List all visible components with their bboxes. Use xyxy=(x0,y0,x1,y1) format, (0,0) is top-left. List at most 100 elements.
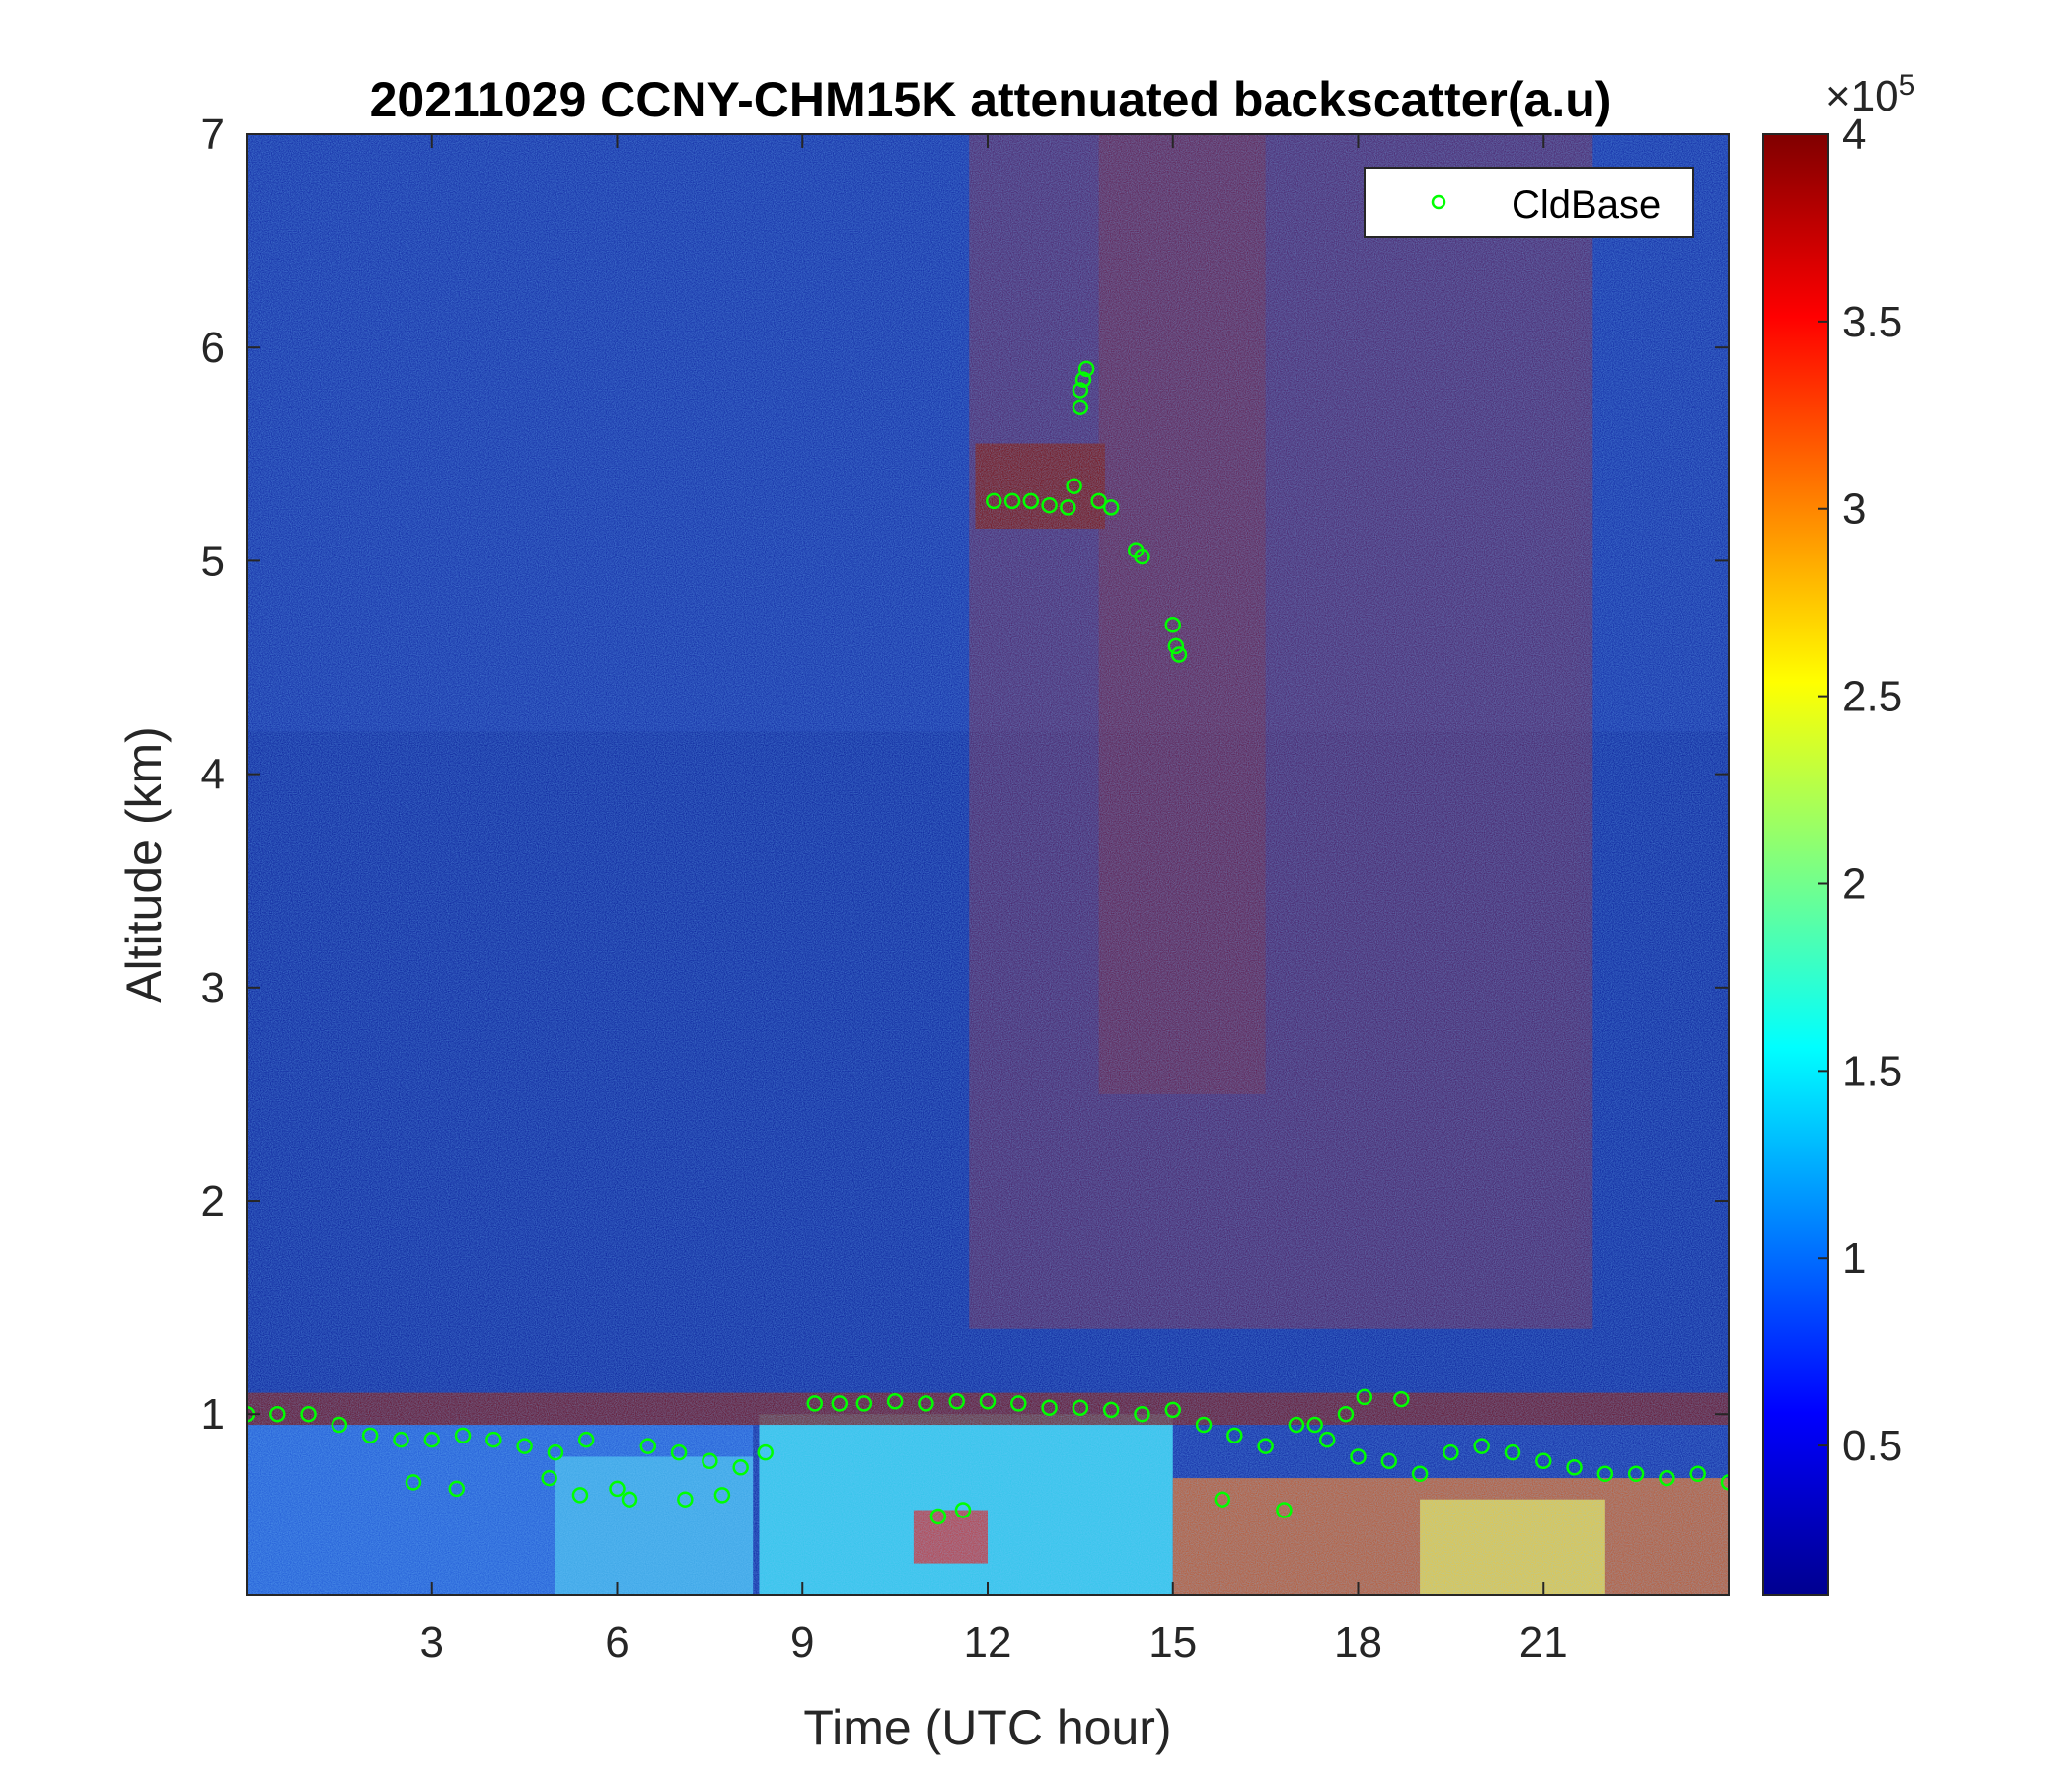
colorbar-ticks: 0.5 1 1.5 2 2.5 3 3.5 4 xyxy=(1818,111,1902,1470)
colorbar-tick-label: 4 xyxy=(1842,111,1866,159)
cldbase-point xyxy=(1566,1459,1583,1476)
cldbase-point xyxy=(1164,1401,1181,1419)
cldbase-point xyxy=(269,1405,286,1423)
y-tick-label: 6 xyxy=(201,324,225,372)
cldbase-point xyxy=(1689,1465,1706,1483)
cldbase-point xyxy=(757,1443,774,1461)
plot-area xyxy=(247,134,1729,1595)
cldbase-point xyxy=(1170,646,1188,663)
cldbase-point xyxy=(1350,1448,1367,1465)
legend-box xyxy=(1364,167,1694,238)
cldbase-point xyxy=(361,1427,379,1444)
cldbase-point xyxy=(541,1469,557,1487)
cldbase-point xyxy=(1226,1427,1243,1444)
cldbase-point xyxy=(1066,478,1082,494)
colorbar: 0.5 1 1.5 2 2.5 3 3.5 4 ×105 xyxy=(1762,69,1915,1596)
cldbase-point xyxy=(702,1452,718,1470)
cldbase-point xyxy=(1090,492,1107,510)
cldbase-point xyxy=(454,1427,472,1444)
cldbase-point xyxy=(547,1443,564,1461)
x-tick-label: 3 xyxy=(420,1618,444,1666)
cldbase-point xyxy=(1659,1469,1675,1487)
y-axis: 1 2 3 4 5 6 7 xyxy=(201,111,1729,1439)
cldbase-point xyxy=(1022,492,1040,510)
cldbase-point xyxy=(1276,1502,1293,1518)
cldbase-point xyxy=(1627,1465,1645,1483)
colorbar-gradient xyxy=(1762,133,1829,1596)
cldbase-point xyxy=(621,1491,638,1508)
cldbase-point xyxy=(1167,637,1185,655)
cldbase-point xyxy=(1102,1401,1120,1419)
cldbase-point xyxy=(831,1395,849,1412)
cldbase-point xyxy=(1164,617,1181,633)
cldbase-point xyxy=(670,1443,688,1461)
cldbase-series xyxy=(247,360,1729,1525)
cldbase-point xyxy=(1195,1416,1213,1434)
cldbase-point xyxy=(979,1393,997,1410)
x-tick-label: 12 xyxy=(964,1618,1012,1666)
cldbase-point xyxy=(1473,1438,1490,1454)
legend-entry-cldbase: CldBase xyxy=(1512,184,1661,227)
cldbase-point xyxy=(948,1393,965,1410)
cldbase-point xyxy=(1041,1399,1058,1416)
cldbase-point xyxy=(1072,382,1089,399)
cldbase-point xyxy=(929,1508,947,1525)
cldbase-point xyxy=(331,1416,348,1434)
cldbase-point xyxy=(1306,1416,1323,1434)
cldbase-point xyxy=(300,1405,317,1423)
colorbar-tick-label: 2.5 xyxy=(1842,673,1902,721)
cldbase-point xyxy=(448,1480,466,1498)
chart-title: 20211029 CCNY-CHM15K attenuated backscat… xyxy=(370,72,1612,127)
cldbase-point xyxy=(1003,492,1021,510)
legend-marker-icon xyxy=(1431,194,1446,210)
cldbase-point xyxy=(1443,1443,1459,1461)
cldbase-point xyxy=(1720,1474,1729,1491)
y-tick-label: 5 xyxy=(201,537,225,585)
cldbase-point xyxy=(1356,1388,1373,1406)
colorbar-tick-label: 3 xyxy=(1842,485,1866,534)
cldbase-point xyxy=(609,1480,626,1498)
cldbase-point xyxy=(954,1502,972,1518)
cldbase-point xyxy=(886,1393,904,1410)
cldbase-point xyxy=(1010,1395,1027,1412)
cldbase-point xyxy=(986,492,1002,510)
colorbar-tick-label: 0.5 xyxy=(1842,1422,1902,1470)
colorbar-tick-label: 2 xyxy=(1842,859,1866,908)
legend: CldBase xyxy=(1364,167,1694,238)
cldbase-point xyxy=(1288,1416,1305,1434)
cldbase-point xyxy=(485,1431,502,1448)
cldbase-point xyxy=(806,1395,824,1412)
cldbase-point xyxy=(1134,1405,1150,1423)
colorbar-tick-label: 3.5 xyxy=(1842,298,1902,346)
cldbase-point xyxy=(1596,1465,1614,1483)
colorbar-exponent: ×105 xyxy=(1825,69,1915,120)
cldbase-point xyxy=(1072,399,1089,415)
cldbase-point xyxy=(1380,1452,1398,1470)
colorbar-tick-label: 1.5 xyxy=(1842,1047,1902,1095)
cldbase-point xyxy=(1060,499,1076,516)
cldbase-point xyxy=(1074,371,1092,388)
y-tick-label: 3 xyxy=(201,964,225,1012)
x-axis-label: Time (UTC hour) xyxy=(803,1700,1171,1755)
cldbase-point xyxy=(1257,1438,1274,1454)
x-tick-label: 9 xyxy=(790,1618,814,1666)
cldbase-point xyxy=(677,1491,694,1508)
heatmap-noise xyxy=(247,134,1729,1595)
cldbase-point xyxy=(1393,1390,1410,1408)
cldbase-point xyxy=(1535,1452,1552,1470)
cldbase-point xyxy=(713,1487,731,1504)
cldbase-point xyxy=(571,1487,589,1504)
cldbase-point xyxy=(1077,360,1095,378)
cldbase-point xyxy=(1134,548,1150,565)
cldbase-point xyxy=(1337,1405,1355,1423)
cldbase-point xyxy=(516,1438,533,1454)
cldbase-point xyxy=(1504,1443,1521,1461)
x-tick-label: 21 xyxy=(1519,1618,1568,1666)
cldbase-point xyxy=(423,1431,440,1448)
cldbase-point xyxy=(732,1459,749,1476)
cldbase-point xyxy=(405,1474,422,1491)
colorbar-tick-label: 1 xyxy=(1842,1234,1866,1283)
x-tick-label: 18 xyxy=(1334,1618,1382,1666)
cldbase-point xyxy=(1102,499,1120,516)
